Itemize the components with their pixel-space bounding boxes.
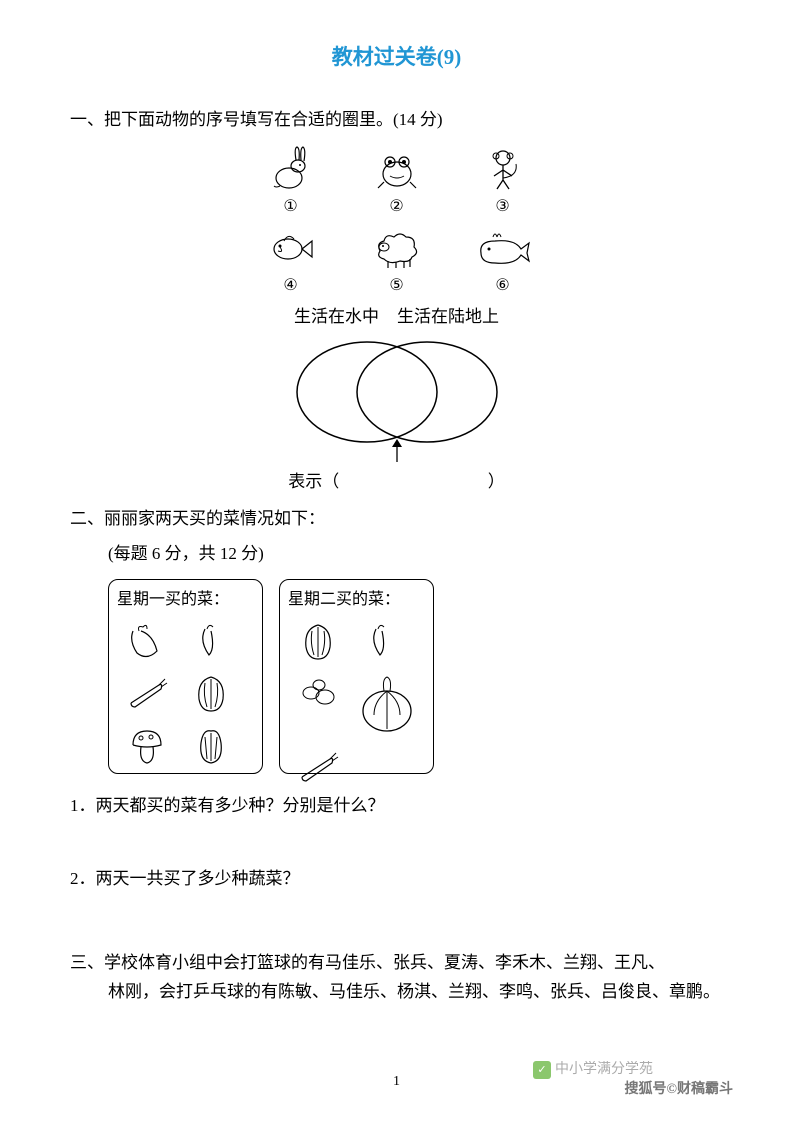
veg-card1-title: 星期一买的菜： — [117, 586, 254, 613]
monkey-icon — [475, 143, 531, 193]
veg-card2-title: 星期二买的菜： — [288, 586, 425, 613]
animal-frog: ② — [369, 143, 425, 220]
venn-diagram — [70, 334, 723, 464]
watermark-sohu: 搜狐号©财稿霸斗 — [625, 1078, 733, 1102]
veg-boxes: 星期一买的菜： 星期二买的菜： — [108, 579, 723, 774]
venn-labels: 生活在水中 生活在陆地上 — [70, 303, 723, 332]
animal-num-5: ⑤ — [369, 272, 425, 299]
eggplant-icon — [117, 617, 177, 665]
potato-icon — [288, 669, 348, 717]
q1-heading: 一、把下面动物的序号填写在合适的圈里。(14 分) — [70, 106, 723, 135]
venn-caption-prefix: 表示（ — [288, 472, 339, 491]
venn-label-left: 生活在水中 — [294, 303, 379, 332]
veg-card-monday: 星期一买的菜： — [108, 579, 263, 774]
animal-fish: ④ — [263, 222, 319, 299]
animal-num-3: ③ — [475, 193, 531, 220]
q3-body: 林刚，会打乒乓球的有陈敏、马佳乐、杨淇、兰翔、李鸣、张兵、吕俊良、章鹏。 — [108, 978, 723, 1007]
pepper-icon — [181, 617, 241, 665]
pepper2-icon — [352, 617, 412, 665]
q2-points: (每题 6 分，共 12 分) — [108, 540, 723, 569]
animal-num-6: ⑥ — [475, 272, 531, 299]
animal-num-1: ① — [263, 193, 319, 220]
sheep-icon — [369, 222, 425, 272]
onion-icon — [352, 669, 422, 739]
fish-icon — [263, 222, 319, 272]
mushroom-icon — [117, 721, 177, 769]
veg-card-tuesday: 星期二买的菜： — [279, 579, 434, 774]
bokchoy-icon — [181, 721, 241, 769]
cabbage2-icon — [288, 617, 348, 665]
q3-body-inline: 学校体育小组中会打篮球的有马佳乐、张兵、夏涛、李禾木、兰翔、王凡、 — [104, 953, 665, 972]
cabbage-icon — [181, 669, 241, 717]
animal-num-2: ② — [369, 193, 425, 220]
venn-caption: 表示（ ） — [70, 468, 723, 497]
q2-sub2: 2．两天一共买了多少种蔬菜？ — [70, 865, 723, 894]
page-title: 教材过关卷(9) — [70, 40, 723, 76]
q2-sub1: 1．两天都买的菜有多少种？分别是什么？ — [70, 792, 723, 821]
venn-label-right: 生活在陆地上 — [397, 303, 499, 332]
frog-icon — [369, 143, 425, 193]
animals-row-2: ④ ⑤ ⑥ — [70, 222, 723, 299]
q3-prefix: 三、 — [70, 953, 104, 972]
animal-num-4: ④ — [263, 272, 319, 299]
animals-row-1: ① ② — [70, 143, 723, 220]
carrot2-icon — [288, 743, 348, 791]
whale-icon — [475, 222, 531, 272]
animal-whale: ⑥ — [475, 222, 531, 299]
animal-sheep: ⑤ — [369, 222, 425, 299]
q3-block: 三、学校体育小组中会打篮球的有马佳乐、张兵、夏涛、李禾木、兰翔、王凡、 林刚，会… — [70, 949, 723, 1007]
wechat-icon: ✓ — [533, 1061, 551, 1079]
venn-caption-suffix: ） — [488, 472, 505, 491]
animal-monkey: ③ — [475, 143, 531, 220]
animal-rabbit: ① — [263, 143, 319, 220]
q2-heading: 二、丽丽家两天买的菜情况如下： — [70, 505, 723, 534]
rabbit-icon — [263, 143, 319, 193]
carrot-icon — [117, 669, 177, 717]
animals-block: ① ② — [70, 143, 723, 497]
